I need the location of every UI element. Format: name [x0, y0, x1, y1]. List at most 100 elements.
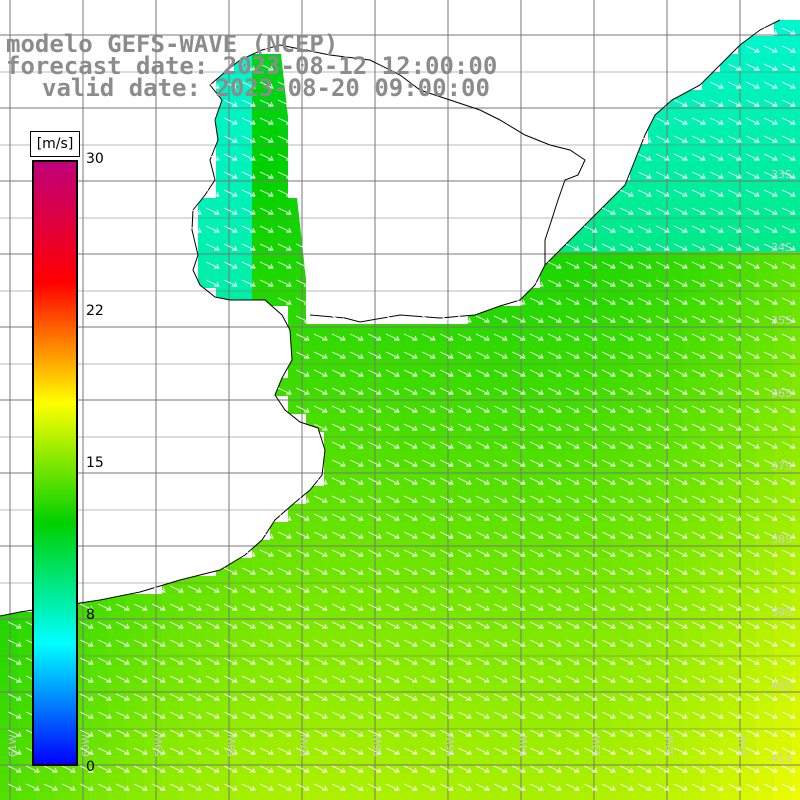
wind-cell	[576, 666, 594, 684]
wind-cell	[342, 378, 360, 396]
wind-cell	[396, 684, 414, 702]
wind-cell	[342, 774, 360, 792]
wind-cell	[738, 576, 756, 594]
wind-cell	[486, 630, 504, 648]
wind-cell	[324, 504, 342, 522]
wind-cell	[144, 612, 162, 630]
wind-cell	[378, 324, 396, 342]
wind-cell	[612, 252, 630, 270]
wind-cell	[630, 594, 648, 612]
wind-cell	[684, 126, 702, 144]
wind-cell	[468, 648, 486, 666]
lon-label: 51W	[738, 734, 749, 757]
wind-cell	[522, 342, 540, 360]
wind-cell	[666, 666, 684, 684]
wind-cell	[522, 414, 540, 432]
wind-arrow	[259, 189, 274, 197]
land-area	[0, 0, 800, 616]
wind-cell	[396, 702, 414, 720]
wind-cell	[648, 648, 666, 666]
wind-cell	[306, 630, 324, 648]
wind-cell	[774, 324, 792, 342]
wind-arrow	[565, 261, 580, 269]
wind-cell	[360, 414, 378, 432]
wind-cell	[360, 702, 378, 720]
wind-cell	[504, 522, 522, 540]
wind-cell	[432, 486, 450, 504]
wind-arrow	[781, 189, 796, 197]
wind-arrow	[223, 81, 238, 89]
wind-cell	[252, 738, 270, 756]
wind-cell	[792, 288, 800, 306]
wind-cell	[144, 630, 162, 648]
wind-arrow	[601, 225, 616, 233]
wind-cell	[774, 684, 792, 702]
wind-cell	[648, 162, 666, 180]
wind-cell	[756, 504, 774, 522]
wind-cell	[702, 738, 720, 756]
lon-label: 58W	[227, 734, 238, 757]
wind-cell	[702, 270, 720, 288]
wind-cell	[648, 576, 666, 594]
wind-arrow	[745, 225, 760, 233]
wind-cell	[612, 270, 630, 288]
wind-cell	[612, 378, 630, 396]
wind-cell	[684, 432, 702, 450]
wind-arrow	[727, 81, 742, 89]
wind-cell	[792, 72, 800, 90]
wind-cell	[252, 108, 270, 126]
wind-cell	[252, 54, 270, 72]
wind-arrow	[781, 117, 796, 125]
wind-cell	[666, 360, 684, 378]
wind-cell	[576, 486, 594, 504]
wind-cell	[756, 522, 774, 540]
wind-cell	[792, 702, 800, 720]
wind-cell	[558, 540, 576, 558]
wind-cell	[486, 306, 504, 324]
wind-cell	[684, 486, 702, 504]
wind-cell	[738, 72, 756, 90]
wind-cell	[630, 252, 648, 270]
wind-cell	[324, 378, 342, 396]
wind-cell	[504, 486, 522, 504]
wind-cell	[774, 162, 792, 180]
wind-arrow	[259, 45, 274, 53]
wind-cell	[792, 36, 800, 54]
wind-cell	[594, 378, 612, 396]
wind-cell	[612, 450, 630, 468]
wind-cell	[594, 216, 612, 234]
wind-cell	[684, 108, 702, 126]
wind-cell	[252, 270, 270, 288]
wind-cell	[648, 792, 666, 800]
wind-arrow	[259, 117, 274, 125]
wind-cell	[108, 684, 126, 702]
wind-cell	[630, 540, 648, 558]
wind-arrow	[655, 225, 670, 233]
wind-cell	[252, 666, 270, 684]
wind-cell	[198, 252, 216, 270]
wind-cell	[720, 792, 738, 800]
wind-cell	[648, 252, 666, 270]
wind-cell	[342, 486, 360, 504]
wind-cell	[738, 648, 756, 666]
wind-cell	[468, 522, 486, 540]
wind-cell	[324, 432, 342, 450]
wind-cell	[270, 234, 288, 252]
wind-cell	[594, 738, 612, 756]
wind-cell	[558, 432, 576, 450]
wind-cell	[666, 234, 684, 252]
wind-arrow	[781, 45, 796, 53]
wind-cell	[648, 558, 666, 576]
wind-cell	[630, 558, 648, 576]
wind-cell	[756, 648, 774, 666]
wind-cell	[0, 648, 18, 666]
wind-cell	[108, 630, 126, 648]
wind-arrow	[763, 27, 778, 35]
wind-cell	[504, 738, 522, 756]
wind-cell	[468, 324, 486, 342]
wind-arrow	[241, 243, 256, 251]
wind-cell	[666, 486, 684, 504]
wind-cell	[594, 702, 612, 720]
wind-cell	[684, 522, 702, 540]
